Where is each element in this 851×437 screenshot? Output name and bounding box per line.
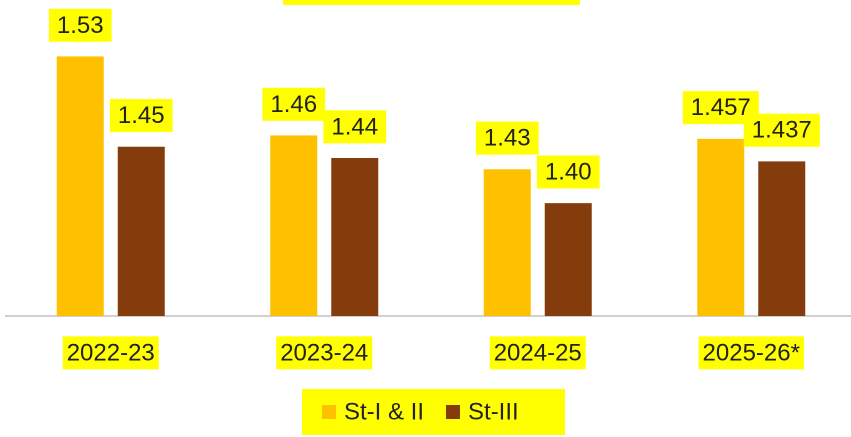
- x-tick-label-bg: [489, 336, 586, 370]
- x-tick-label: 2024-25: [494, 339, 582, 366]
- legend-swatch: [322, 405, 336, 419]
- x-tick-label-bg: [62, 336, 159, 370]
- data-label-bg: [743, 113, 820, 147]
- data-label: 1.457: [691, 94, 751, 121]
- data-label: 1.53: [57, 12, 104, 39]
- legend-box: [302, 389, 565, 435]
- bar: [270, 135, 318, 316]
- data-label-bg: [48, 8, 112, 42]
- data-label-bg: [262, 87, 326, 121]
- x-tick-label-bg: [698, 336, 804, 370]
- data-label: 1.46: [270, 91, 317, 118]
- data-label: 1.45: [118, 102, 165, 129]
- x-tick-label: 2025-26*: [703, 339, 800, 366]
- data-label-bg: [536, 155, 600, 189]
- bar: [56, 56, 104, 317]
- data-label: 1.437: [752, 117, 812, 144]
- bar: [758, 161, 806, 316]
- bar: [544, 203, 592, 316]
- x-tick-label: 2022-23: [67, 339, 155, 366]
- title-box: [283, 0, 580, 5]
- bar: [697, 138, 745, 316]
- legend-swatch: [446, 405, 461, 419]
- bar: [117, 146, 165, 316]
- legend-label: St-III: [468, 398, 519, 425]
- data-label-bg: [323, 110, 387, 144]
- x-tick-label: 2023-24: [280, 339, 368, 366]
- bar: [331, 158, 379, 316]
- data-label: 1.40: [545, 158, 592, 185]
- bar: [483, 169, 531, 316]
- x-tick-label-bg: [276, 336, 373, 370]
- legend-label: St-I & II: [344, 398, 424, 425]
- data-label: 1.44: [331, 113, 378, 140]
- data-label-bg: [475, 121, 539, 155]
- data-label-bg: [109, 99, 173, 133]
- data-label: 1.43: [484, 125, 531, 152]
